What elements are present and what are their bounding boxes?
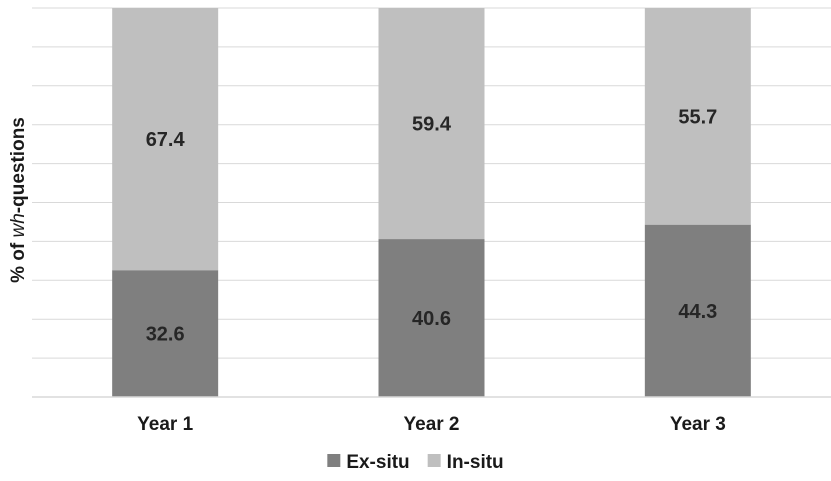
y-axis-label-part-2: wh xyxy=(8,213,29,237)
category-labels: Year 1 Year 2 Year 3 xyxy=(137,414,726,435)
value-labels: 32.6 67.4 40.6 59.4 44.3 55.7 xyxy=(146,106,718,345)
legend-item: Ex-situ xyxy=(327,452,410,473)
y-axis-label-part-1: % of xyxy=(8,237,29,282)
data-label-in-situ: 67.4 xyxy=(146,129,186,151)
data-label-ex-situ: 44.3 xyxy=(678,301,717,323)
bar-ex-situ xyxy=(378,239,485,397)
bar-ex-situ xyxy=(644,224,751,397)
x-tick-label: Year 1 xyxy=(137,414,193,435)
bar-in-situ xyxy=(378,8,485,240)
y-axis-label: % of wh-questions xyxy=(8,117,29,283)
bar-ex-situ xyxy=(112,270,219,397)
bar-in-situ xyxy=(644,8,751,225)
bar-in-situ xyxy=(112,8,219,271)
data-label-in-situ: 59.4 xyxy=(412,114,452,136)
x-tick-label: Year 3 xyxy=(670,414,726,435)
legend: Ex-situ In-situ xyxy=(327,452,504,473)
x-tick-label: Year 2 xyxy=(404,414,460,435)
legend-swatch xyxy=(427,454,441,467)
legend-label: Ex-situ xyxy=(346,452,409,473)
data-label-ex-situ: 32.6 xyxy=(146,324,185,346)
legend-label: In-situ xyxy=(447,452,504,473)
legend-swatch xyxy=(327,454,341,467)
legend-item: In-situ xyxy=(427,452,504,473)
data-label-ex-situ: 40.6 xyxy=(412,308,451,330)
bars xyxy=(112,8,751,397)
data-label-in-situ: 55.7 xyxy=(678,106,717,128)
y-axis-label-part-3: -questions xyxy=(8,117,29,213)
